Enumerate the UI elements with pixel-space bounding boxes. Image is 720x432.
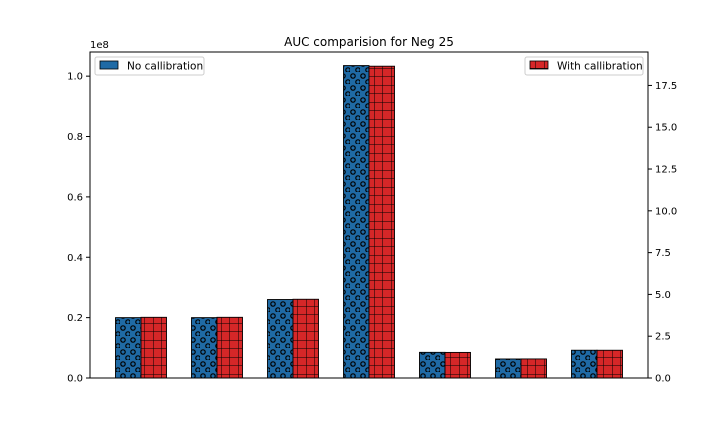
bar-with-callibration-1: [140, 316, 167, 379]
plot-frame: [89, 51, 649, 379]
legend-swatch-with-callibration: [529, 60, 549, 70]
legend-label-no-callibration: No callibration: [127, 61, 203, 73]
chart-title: AUC comparision for Neg 25: [284, 35, 454, 49]
left-tick-label: 0.0: [67, 374, 83, 385]
legend-label-with-callibration: With callibration: [557, 61, 643, 73]
bar-no-callibration-7: [571, 349, 598, 379]
left-tick-label: 0.4: [67, 253, 83, 264]
legend-swatch-no-callibration: [99, 60, 119, 70]
right-tick-label: 10.0: [655, 206, 677, 217]
right-tick-label: 15.0: [655, 123, 677, 134]
bar-with-callibration-7: [596, 349, 623, 379]
right-tick-label: 7.5: [655, 248, 671, 259]
legend-left-frame: [94, 56, 205, 76]
left-tick-label: 0.2: [67, 313, 83, 324]
bar-with-callibration-2: [216, 316, 243, 379]
legend-right: With callibration: [524, 56, 644, 76]
axes-layer: 0.0 0.2 0.4 0.6 0.8 1.0 0.0 2.5 5.0 7.5 10.0 12.5 15…: [67, 51, 677, 385]
bar-with-callibration-4: [368, 65, 395, 379]
bar-no-callibration-5: [419, 351, 446, 379]
left-tick-label: 0.8: [67, 132, 83, 143]
right-tick-label: 17.5: [655, 81, 677, 92]
right-tick-label: 12.5: [655, 165, 677, 176]
right-tick-label: 0.0: [655, 374, 671, 385]
left-tick-label: 0.6: [67, 192, 83, 203]
legend-left: No callibration: [94, 56, 205, 76]
bar-no-callibration-3: [267, 299, 294, 379]
bar-with-callibration-6: [520, 358, 547, 379]
bar-with-callibration-5: [444, 351, 471, 379]
bar-with-callibration-3: [292, 298, 319, 379]
right-tick-label: 5.0: [655, 290, 671, 301]
left-tick-label: 1.0: [67, 72, 83, 83]
left-axis-multiplier: 1e8: [90, 40, 109, 51]
bar-no-callibration-1: [115, 317, 142, 379]
legend-right-frame: [524, 56, 644, 76]
bar-no-callibration-2: [191, 317, 218, 379]
right-tick-label: 2.5: [655, 332, 671, 343]
bar-no-callibration-4: [343, 65, 370, 379]
bars-layer: [115, 65, 623, 379]
bar-no-callibration-6: [495, 358, 522, 379]
